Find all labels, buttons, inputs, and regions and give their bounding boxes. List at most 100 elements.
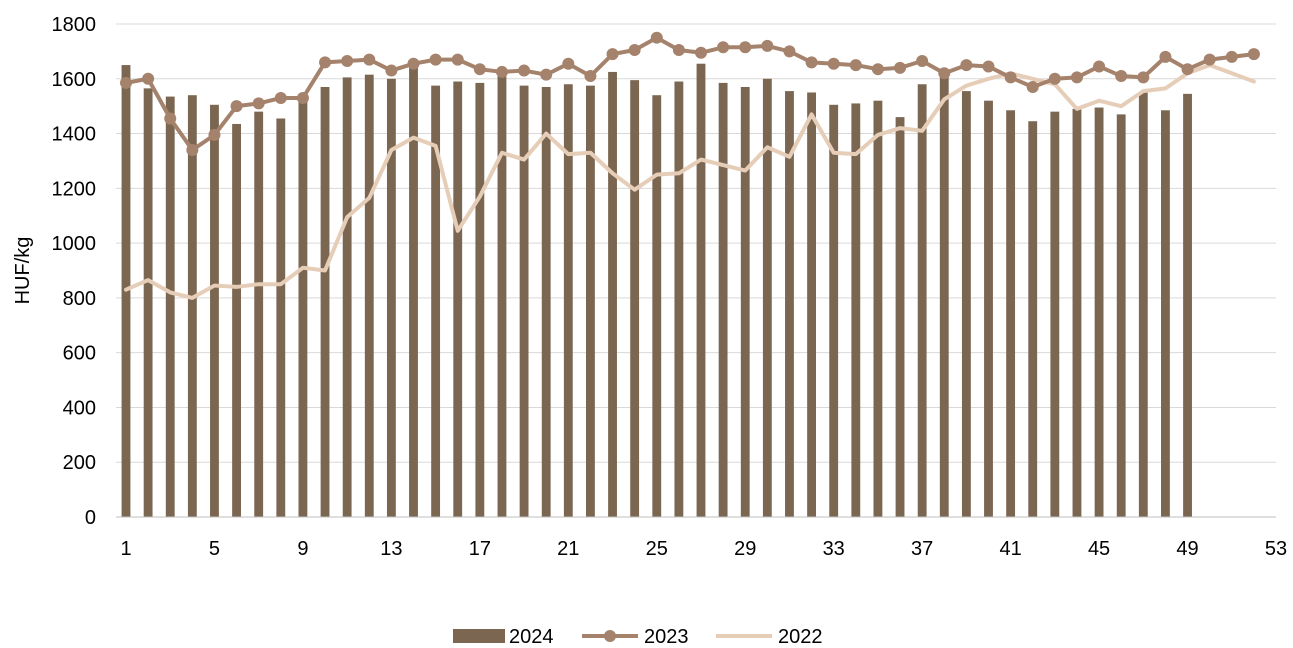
point-2023 xyxy=(562,57,575,70)
point-2023 xyxy=(1004,71,1017,84)
x-tick-label: 41 xyxy=(999,538,1021,560)
point-2023 xyxy=(208,128,221,141)
point-2023 xyxy=(274,91,287,104)
y-tick-label: 200 xyxy=(63,452,96,474)
bar-2024 xyxy=(497,76,507,518)
bar-2024 xyxy=(1116,114,1126,517)
bar-2024 xyxy=(210,104,219,517)
point-2023 xyxy=(871,63,884,76)
y-tick-label: 0 xyxy=(85,507,96,529)
point-2023 xyxy=(1070,71,1083,84)
bar-2024 xyxy=(563,84,573,517)
bar-2024 xyxy=(298,97,308,517)
bar-2024 xyxy=(519,85,529,517)
gridlines xyxy=(116,23,1276,463)
point-2023 xyxy=(363,53,376,66)
bar-2024 xyxy=(807,92,816,517)
point-2023 xyxy=(319,56,332,69)
point-2023 xyxy=(849,59,862,72)
line-2023 xyxy=(124,35,1256,152)
point-2023 xyxy=(695,46,707,59)
line-2022 xyxy=(124,63,1256,300)
bar-2024 xyxy=(696,63,706,517)
bar-2024 xyxy=(608,71,617,518)
bar-2024 xyxy=(1138,92,1148,517)
bar-2024 xyxy=(364,74,374,518)
legend-item-2023: 2023 xyxy=(582,626,689,648)
bar-2024 xyxy=(276,118,286,517)
legend-marker-2023 xyxy=(604,630,616,642)
x-tick-label: 17 xyxy=(469,538,491,560)
point-2023 xyxy=(429,53,442,66)
x-tick-label: 45 xyxy=(1088,538,1110,560)
x-tick-label: 49 xyxy=(1176,538,1198,560)
bar-2024 xyxy=(984,100,993,517)
bar-2024 xyxy=(895,117,905,517)
point-2023 xyxy=(1093,60,1106,73)
bar-2024 xyxy=(1094,107,1104,518)
point-2023 xyxy=(827,57,840,70)
bar-2024 xyxy=(475,82,485,517)
point-2023 xyxy=(894,61,907,74)
y-tick-label: 1000 xyxy=(52,233,97,255)
x-tick-label: 25 xyxy=(646,538,668,560)
y-tick-label: 400 xyxy=(63,397,96,419)
bar-2024 xyxy=(1006,110,1016,518)
point-2023 xyxy=(1247,48,1260,61)
bar-2024 xyxy=(785,91,794,517)
legend-item-2024: 2024 xyxy=(453,626,554,648)
legend-label-2024: 2024 xyxy=(509,626,554,648)
x-tick-labels: 1 5 9 13 17 21 25 29 33 37 41 45 49 53 xyxy=(120,538,1287,560)
x-tick-label: 37 xyxy=(911,538,933,560)
point-2023 xyxy=(164,112,177,125)
point-2023 xyxy=(252,97,265,110)
point-2023 xyxy=(761,39,774,52)
bar-2024 xyxy=(586,85,595,517)
x-tick-label: 29 xyxy=(734,538,756,560)
point-2023 xyxy=(296,91,309,104)
bar-2024 xyxy=(386,78,396,518)
y-tick-label: 600 xyxy=(63,343,96,365)
point-2023 xyxy=(142,72,155,85)
bar-2024 xyxy=(143,88,153,517)
x-tick-label: 53 xyxy=(1265,538,1287,560)
bar-2024 xyxy=(165,96,175,517)
bar-2024 xyxy=(431,85,441,517)
x-tick-label: 13 xyxy=(380,538,402,560)
bar-2024 xyxy=(541,86,551,517)
point-2023 xyxy=(717,41,730,54)
point-2023 xyxy=(385,64,398,77)
y-tick-label: 1400 xyxy=(52,124,97,146)
y-axis-title: HUF/kg xyxy=(12,237,34,305)
point-2023 xyxy=(1181,63,1194,76)
x-tick-label: 9 xyxy=(297,538,308,560)
x-tick-label: 1 xyxy=(120,538,131,560)
bar-2024 xyxy=(829,104,839,517)
legend-label-2023: 2023 xyxy=(644,626,689,648)
y-tick-label: 1600 xyxy=(52,69,97,91)
point-2023 xyxy=(805,56,818,69)
point-2023 xyxy=(1048,72,1061,85)
point-2023 xyxy=(650,31,663,44)
y-tick-label: 800 xyxy=(63,288,96,310)
x-tick-label: 33 xyxy=(823,538,845,560)
point-2023 xyxy=(518,64,531,77)
legend-swatch-2024 xyxy=(453,629,505,643)
bar-2024 xyxy=(1161,110,1170,518)
point-2023 xyxy=(120,76,132,89)
bar-2024 xyxy=(1072,108,1082,518)
point-2023 xyxy=(628,44,641,57)
point-2023 xyxy=(1225,50,1238,63)
bar-2024 xyxy=(674,81,684,518)
bar-2024 xyxy=(342,77,352,518)
point-2023 xyxy=(1115,70,1128,83)
bars-2024 xyxy=(121,63,1192,518)
bar-2024 xyxy=(320,86,330,517)
legend-label-2022: 2022 xyxy=(778,626,823,648)
bar-2024 xyxy=(762,78,772,518)
bar-2024 xyxy=(718,82,728,517)
point-2023 xyxy=(540,68,553,81)
lines xyxy=(120,31,1260,300)
point-2023 xyxy=(1137,71,1150,84)
bar-2024 xyxy=(740,86,750,517)
